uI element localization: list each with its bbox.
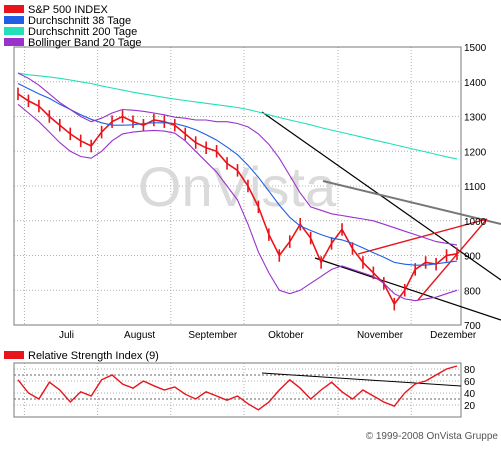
series-line-1 bbox=[17, 83, 458, 266]
rsi-legend-swatch bbox=[4, 351, 24, 359]
x-tick-label: Oktober bbox=[268, 330, 304, 341]
x-tick-label: Dezember bbox=[430, 330, 477, 341]
main-y-ticks: 700 800 900 1000 1100 1200 1300 1400 1500 bbox=[464, 43, 487, 332]
y-tick-label: 800 bbox=[464, 286, 481, 297]
legend-label: Bollinger Band 20 Tage bbox=[28, 37, 142, 49]
rsi-y-tick-label: 20 bbox=[464, 401, 476, 412]
rsi-border bbox=[13, 362, 462, 418]
rsi-grid bbox=[14, 363, 461, 417]
x-tick-label: November bbox=[357, 330, 404, 341]
trendline bbox=[314, 257, 501, 321]
main-x-ticks: Juli August September Oktober November Dezemb… bbox=[59, 330, 477, 341]
trendline bbox=[322, 180, 501, 225]
x-tick-label: September bbox=[188, 330, 238, 341]
y-tick-label: 1000 bbox=[464, 217, 487, 228]
rsi-y-tick-label: 40 bbox=[464, 389, 476, 400]
legend-swatch bbox=[4, 5, 24, 13]
series-line-3 bbox=[17, 72, 458, 246]
rsi-y-tick-label: 80 bbox=[464, 365, 476, 376]
legend-swatch bbox=[4, 27, 24, 35]
rsi-legend: Relative Strength Index (9) bbox=[4, 350, 159, 362]
copyright: © 1999-2008 OnVista Gruppe bbox=[366, 431, 499, 442]
legend-label: S&P 500 INDEX bbox=[28, 4, 109, 16]
rsi-legend-label: Relative Strength Index (9) bbox=[28, 350, 159, 362]
plot-border bbox=[13, 46, 462, 326]
y-tick-label: 900 bbox=[464, 252, 481, 263]
y-tick-label: 1200 bbox=[464, 147, 487, 158]
rsi-frame bbox=[13, 362, 462, 418]
rsi-y-tick-label: 60 bbox=[464, 377, 476, 388]
legend-label: Durchschnitt 38 Tage bbox=[28, 15, 131, 27]
rsi-trendline bbox=[261, 372, 462, 387]
y-tick-label: 1500 bbox=[464, 43, 487, 54]
rsi-line bbox=[17, 365, 458, 411]
main-series bbox=[17, 72, 458, 311]
rsi-trendline bbox=[261, 372, 462, 387]
x-tick-label: August bbox=[124, 330, 155, 341]
trendline bbox=[417, 218, 488, 301]
main-frame bbox=[13, 46, 462, 326]
series-line-2 bbox=[17, 72, 458, 160]
series-line-4 bbox=[17, 103, 458, 302]
rsi-series bbox=[17, 365, 458, 411]
y-tick-label: 1400 bbox=[464, 78, 487, 89]
legend-swatch bbox=[4, 38, 24, 46]
y-tick-label: 1300 bbox=[464, 113, 487, 124]
legend-swatch bbox=[4, 16, 24, 24]
legend-label: Durchschnitt 200 Tage bbox=[28, 26, 137, 38]
y-tick-label: 700 bbox=[464, 321, 481, 332]
x-tick-label: Juli bbox=[59, 330, 74, 341]
y-tick-label: 1100 bbox=[464, 182, 486, 193]
